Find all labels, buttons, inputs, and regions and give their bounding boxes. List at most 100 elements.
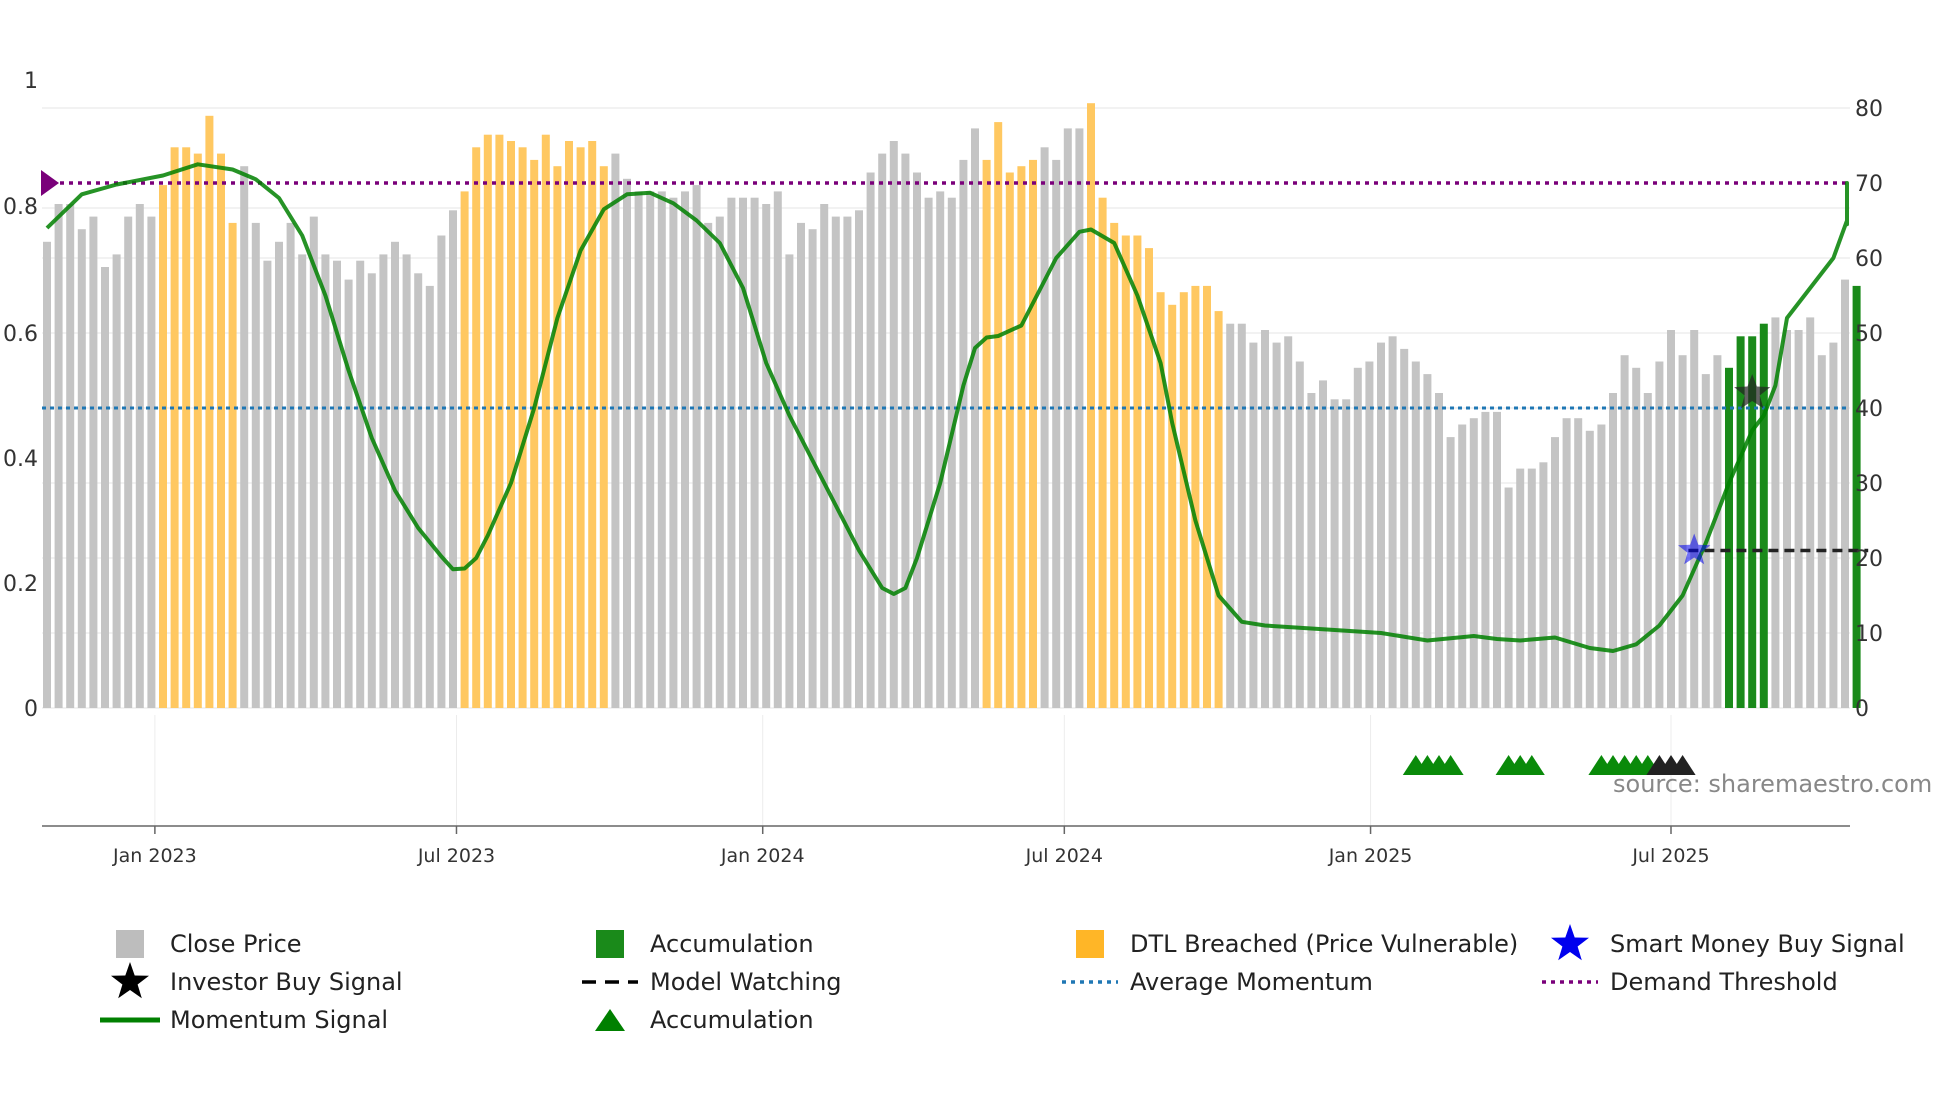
- price-bar: [483, 134, 492, 708]
- legend-square-icon: [116, 930, 144, 958]
- price-bar: [878, 153, 887, 709]
- price-bar: [831, 216, 840, 708]
- price-bar: [135, 204, 144, 708]
- right-tick-label: 70: [1855, 172, 1883, 197]
- price-bar: [1226, 323, 1235, 708]
- source-label: source: sharemaestro.com: [1613, 770, 1932, 798]
- price-bar: [1423, 374, 1432, 708]
- price-bar: [124, 216, 133, 708]
- legend-star-icon: [1551, 924, 1589, 961]
- price-bar: [460, 191, 469, 708]
- price-bar: [750, 197, 759, 708]
- price-bar: [634, 191, 643, 708]
- price-bar: [1527, 468, 1536, 708]
- price-bar: [1516, 468, 1525, 708]
- smart-money-star: [1678, 533, 1711, 565]
- legend-label: Model Watching: [650, 968, 842, 996]
- price-bar: [240, 166, 249, 708]
- price-bar: [1179, 292, 1188, 708]
- price-bar: [1005, 172, 1014, 708]
- price-bar: [275, 241, 283, 709]
- price-bar: [762, 204, 771, 708]
- price-bar: [1145, 248, 1153, 708]
- price-bar: [309, 216, 318, 708]
- legend-label: Momentum Signal: [170, 1006, 388, 1034]
- price-bar: [994, 122, 1003, 709]
- price-bar: [1794, 330, 1803, 708]
- price-bar: [1307, 393, 1316, 708]
- legend-label: Average Momentum: [1130, 968, 1373, 996]
- x-tick-label: Jul 2023: [417, 845, 495, 867]
- right-tick-label: 50: [1855, 322, 1883, 347]
- price-bar: [217, 153, 225, 709]
- price-bar: [449, 210, 457, 709]
- right-tick-label: 40: [1855, 397, 1883, 422]
- price-bar: [507, 141, 515, 708]
- price-bar: [936, 191, 945, 708]
- price-bar: [715, 216, 724, 708]
- price-bar: [1075, 128, 1084, 708]
- price-bar: [1353, 367, 1362, 708]
- price-bar: [182, 147, 191, 709]
- price-bar: [1852, 285, 1861, 708]
- price-bar: [599, 166, 608, 708]
- price-bar: [1330, 399, 1339, 708]
- price-bar: [924, 197, 933, 708]
- price-bar: [588, 141, 597, 708]
- demand-threshold-marker: [41, 170, 59, 196]
- signal-markers: [41, 170, 1771, 775]
- price-bar: [1156, 292, 1165, 708]
- investor-triangle: [1669, 755, 1696, 775]
- price-bar: [947, 197, 956, 708]
- price-bar: [1017, 166, 1026, 708]
- price-bar: [147, 216, 156, 708]
- legend-star-icon: [111, 962, 149, 999]
- price-bar: [1469, 418, 1478, 708]
- price-bar: [773, 191, 782, 708]
- price-bar: [1539, 462, 1548, 708]
- price-bar: [541, 134, 550, 708]
- price-bar: [576, 147, 585, 709]
- price-bar: [1829, 342, 1838, 708]
- price-bar: [228, 222, 237, 708]
- price-bar: [1748, 336, 1757, 708]
- price-bar: [971, 128, 979, 708]
- price-bar: [1319, 380, 1327, 708]
- price-bar: [704, 222, 713, 708]
- price-bar: [1771, 317, 1780, 708]
- right-tick-label: 10: [1855, 622, 1883, 647]
- legend-triangle-icon: [595, 1009, 625, 1031]
- x-tick-label: Jul 2025: [1631, 845, 1709, 867]
- price-bar: [89, 216, 98, 708]
- price-bar: [205, 115, 214, 709]
- price-bar: [251, 222, 260, 708]
- price-bar: [286, 222, 295, 708]
- price-bar: [1643, 393, 1652, 708]
- price-bar: [1458, 424, 1467, 708]
- signal-lines: [42, 162, 1869, 653]
- price-bar: [1736, 336, 1745, 708]
- price-bar: [1214, 311, 1223, 708]
- price-bar: [1725, 367, 1733, 708]
- price-bar: [1342, 399, 1351, 708]
- price-bar: [808, 229, 817, 708]
- price-bar: [66, 204, 75, 708]
- left-tick-label: 0.4: [3, 447, 38, 472]
- price-bar: [1574, 418, 1583, 708]
- price-bar: [889, 141, 898, 708]
- price-bar: [797, 222, 805, 708]
- price-bar: [1585, 430, 1594, 708]
- price-bar: [739, 197, 747, 708]
- x-tick-label: Jan 2023: [112, 845, 197, 867]
- price-bar: [646, 191, 655, 708]
- price-bar: [785, 254, 794, 708]
- price-bar: [982, 159, 991, 708]
- x-tick-label: Jan 2024: [720, 845, 805, 867]
- price-bar: [344, 279, 353, 708]
- price-bar: [101, 267, 109, 708]
- price-bar: [1040, 147, 1049, 709]
- price-bar: [1817, 355, 1826, 708]
- price-bar: [1435, 393, 1443, 708]
- price-bar: [1284, 336, 1293, 708]
- right-tick-label: 30: [1855, 472, 1883, 497]
